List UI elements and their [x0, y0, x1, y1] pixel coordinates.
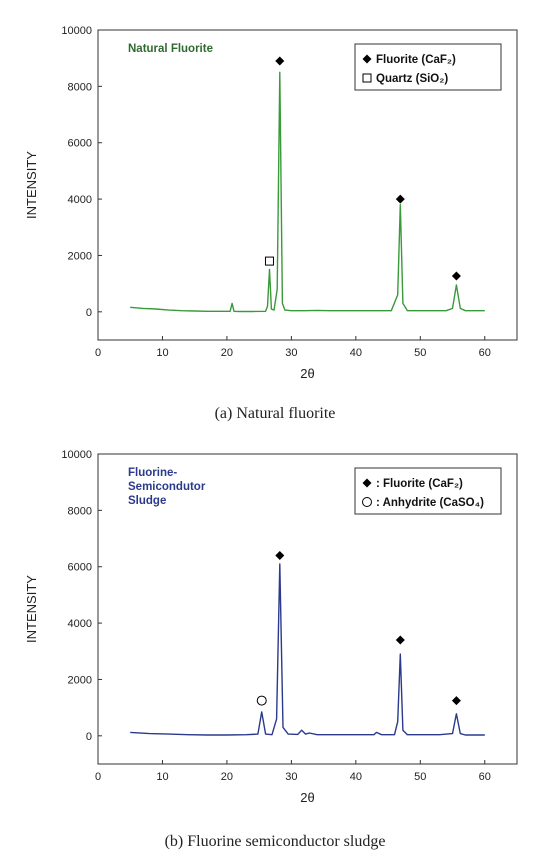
peak-marker-diamond — [452, 696, 461, 705]
chart-title-line: Sludge — [128, 495, 166, 507]
xrd-chart-natural-fluorite: 0 2000 4000 6000 8000 10000 0 10 20 30 40 50 60 2θ INT… — [0, 0, 550, 400]
legend-marker-circle — [363, 498, 372, 507]
y-tick-label: 10000 — [61, 25, 92, 37]
peak-marker-diamond — [452, 272, 461, 281]
peak-marker-diamond — [396, 636, 405, 645]
y-axis-label: INTENSITY — [24, 151, 39, 219]
x-tick-label: 60 — [479, 347, 491, 359]
x-tick-label: 0 — [95, 347, 101, 359]
chart-title-line: Fluorine- — [128, 467, 177, 479]
peak-marker-square — [265, 257, 273, 265]
chart-title-line: Semicondutor — [128, 481, 206, 493]
y-tick-label: 4000 — [68, 194, 92, 206]
y-tick-label: 0 — [86, 307, 92, 319]
y-tick-label: 2000 — [68, 674, 92, 686]
series-line-0 — [130, 564, 485, 735]
y-tick-label: 4000 — [68, 618, 92, 630]
legend-label: Quartz (SiO₂) — [376, 73, 448, 85]
x-tick-label: 20 — [221, 347, 233, 359]
chart-title-line: Natural Fluorite — [128, 43, 213, 55]
y-tick-label: 6000 — [68, 562, 92, 574]
x-tick-label: 30 — [285, 347, 297, 359]
legend-label: Fluorite (CaF₂) — [376, 54, 456, 66]
y-tick-label: 6000 — [68, 138, 92, 150]
series-line-0 — [130, 72, 485, 311]
caption-b: (b) Fluorine semiconductor sludge — [0, 833, 550, 851]
legend-marker-square — [363, 74, 371, 82]
x-tick-label: 10 — [156, 771, 168, 783]
x-tick-label: 50 — [414, 771, 426, 783]
x-axis-label: 2θ — [300, 790, 314, 805]
x-tick-label: 30 — [285, 771, 297, 783]
peak-marker-diamond — [275, 551, 284, 560]
x-tick-label: 20 — [221, 771, 233, 783]
peak-marker-diamond — [396, 195, 405, 204]
x-tick-label: 60 — [479, 771, 491, 783]
legend-label: : Fluorite (CaF₂) — [376, 478, 463, 490]
chart-panel-a: 0 2000 4000 6000 8000 10000 0 10 20 30 40 50 60 2θ INT… — [0, 0, 550, 400]
x-axis-label: 2θ — [300, 366, 314, 381]
x-tick-label: 10 — [156, 347, 168, 359]
caption-a: (a) Natural fluorite — [0, 405, 550, 423]
x-tick-label: 40 — [350, 771, 362, 783]
y-tick-label: 8000 — [68, 81, 92, 93]
chart-title: Fluorine- Semicondutor Sludge — [128, 467, 206, 507]
chart-panel-b: 0 2000 4000 6000 8000 10000 0 10 20 30 40 50 60 2θ INT… — [0, 430, 550, 830]
y-tick-label: 8000 — [68, 505, 92, 517]
peak-marker-diamond — [275, 57, 284, 66]
x-tick-label: 0 — [95, 771, 101, 783]
xrd-chart-semiconductor-sludge: 0 2000 4000 6000 8000 10000 0 10 20 30 40 50 60 2θ INT… — [0, 430, 550, 830]
x-tick-label: 40 — [350, 347, 362, 359]
y-tick-label: 0 — [86, 731, 92, 743]
peak-marker-circle — [257, 696, 266, 705]
legend-label: : Anhydrite (CaSO₄) — [376, 497, 484, 509]
x-tick-label: 50 — [414, 347, 426, 359]
y-tick-label: 10000 — [61, 449, 92, 461]
y-tick-label: 2000 — [68, 250, 92, 262]
y-axis-label: INTENSITY — [24, 575, 39, 643]
chart-title: Natural Fluorite — [128, 43, 213, 55]
